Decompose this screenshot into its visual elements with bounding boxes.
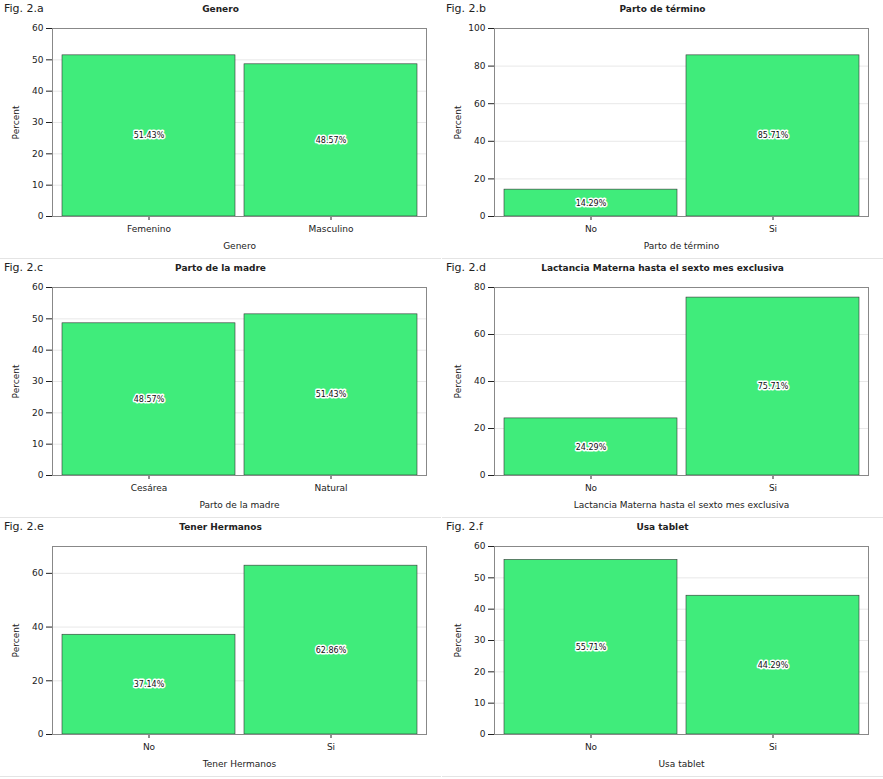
svg-text:Percent: Percent xyxy=(11,364,21,398)
svg-text:20: 20 xyxy=(474,667,486,677)
svg-text:Masculino: Masculino xyxy=(309,224,354,234)
svg-text:0: 0 xyxy=(38,470,44,480)
svg-text:Genero: Genero xyxy=(223,241,256,251)
svg-text:30: 30 xyxy=(32,117,44,127)
html-text:Usa tablet: Usa tablet xyxy=(636,522,689,532)
html-text:Parto de la madre: Parto de la madre xyxy=(175,263,266,273)
html-text:Fig. 2.f: Fig. 2.f xyxy=(446,520,483,533)
svg-text:80: 80 xyxy=(474,282,486,292)
html-text:Fig. 2.a: Fig. 2.a xyxy=(4,2,44,15)
svg-text:75.71%: 75.71% xyxy=(758,382,789,391)
svg-text:Percent: Percent xyxy=(453,364,463,398)
svg-text:Si: Si xyxy=(769,483,777,493)
svg-text:10: 10 xyxy=(474,698,486,708)
svg-text:Percent: Percent xyxy=(11,623,21,657)
svg-text:30: 30 xyxy=(474,635,486,645)
svg-text:10: 10 xyxy=(32,439,44,449)
svg-text:100: 100 xyxy=(468,23,485,33)
svg-text:Si: Si xyxy=(327,742,335,752)
svg-text:Parto de término: Parto de término xyxy=(644,241,720,251)
html-text:Fig. 2.d: Fig. 2.d xyxy=(446,261,486,274)
svg-text:20: 20 xyxy=(32,149,44,159)
svg-text:Natural: Natural xyxy=(314,483,347,493)
svg-text:40: 40 xyxy=(32,86,44,96)
svg-text:85.71%: 85.71% xyxy=(758,131,789,140)
svg-text:Si: Si xyxy=(769,742,777,752)
svg-text:55.71%: 55.71% xyxy=(576,643,607,652)
svg-text:0: 0 xyxy=(480,470,486,480)
svg-text:Si: Si xyxy=(769,224,777,234)
html-text:Tener Hermanos: Tener Hermanos xyxy=(179,522,262,532)
html-text:Lactancia Materna hasta el sex: Lactancia Materna hasta el sexto mes exc… xyxy=(541,263,784,273)
svg-text:40: 40 xyxy=(474,376,486,386)
svg-text:60: 60 xyxy=(474,329,486,339)
html-text:Genero: Genero xyxy=(202,4,239,14)
svg-text:14.29%: 14.29% xyxy=(576,199,607,208)
svg-text:No: No xyxy=(585,224,598,234)
svg-text:Percent: Percent xyxy=(453,623,463,657)
svg-text:0: 0 xyxy=(38,729,44,739)
svg-text:60: 60 xyxy=(474,541,486,551)
svg-text:Femenino: Femenino xyxy=(127,224,171,234)
svg-text:50: 50 xyxy=(32,55,44,65)
svg-text:20: 20 xyxy=(32,676,44,686)
svg-text:50: 50 xyxy=(474,573,486,583)
svg-text:40: 40 xyxy=(474,604,486,614)
svg-text:10: 10 xyxy=(32,180,44,190)
svg-text:0: 0 xyxy=(38,211,44,221)
svg-text:60: 60 xyxy=(32,568,44,578)
svg-text:30: 30 xyxy=(32,376,44,386)
svg-text:60: 60 xyxy=(32,23,44,33)
svg-text:51.43%: 51.43% xyxy=(316,390,347,399)
svg-text:No: No xyxy=(585,483,598,493)
svg-text:Usa tablet: Usa tablet xyxy=(659,759,705,769)
html-text:Fig. 2.c: Fig. 2.c xyxy=(4,261,44,274)
svg-text:62.86%: 62.86% xyxy=(316,646,347,655)
svg-text:37.14%: 37.14% xyxy=(134,680,165,689)
svg-text:48.57%: 48.57% xyxy=(316,136,347,145)
svg-text:0: 0 xyxy=(480,729,486,739)
svg-text:40: 40 xyxy=(32,345,44,355)
svg-text:No: No xyxy=(143,742,156,752)
svg-text:Cesárea: Cesárea xyxy=(131,483,168,493)
svg-text:No: No xyxy=(585,742,598,752)
html-text:Parto de término: Parto de término xyxy=(619,4,706,14)
svg-text:Lactancia Materna hasta el sex: Lactancia Materna hasta el sexto mes exc… xyxy=(574,500,790,510)
svg-text:48.57%: 48.57% xyxy=(134,395,165,404)
svg-text:50: 50 xyxy=(32,314,44,324)
svg-text:Percent: Percent xyxy=(11,105,21,139)
svg-text:24.29%: 24.29% xyxy=(576,443,607,452)
svg-text:Parto de la madre: Parto de la madre xyxy=(199,500,280,510)
svg-text:0: 0 xyxy=(480,211,486,221)
svg-text:60: 60 xyxy=(32,282,44,292)
html-text:Fig. 2.b: Fig. 2.b xyxy=(446,2,486,15)
svg-text:40: 40 xyxy=(32,622,44,632)
html-text:Fig. 2.e: Fig. 2.e xyxy=(4,520,44,533)
svg-text:20: 20 xyxy=(32,408,44,418)
svg-text:51.43%: 51.43% xyxy=(134,131,165,140)
svg-text:80: 80 xyxy=(474,61,486,71)
svg-text:60: 60 xyxy=(474,99,486,109)
svg-text:44.29%: 44.29% xyxy=(758,661,789,670)
svg-text:40: 40 xyxy=(474,136,486,146)
svg-text:Tener Hermanos: Tener Hermanos xyxy=(202,759,277,769)
svg-text:20: 20 xyxy=(474,423,486,433)
svg-text:Percent: Percent xyxy=(453,105,463,139)
svg-text:20: 20 xyxy=(474,174,486,184)
